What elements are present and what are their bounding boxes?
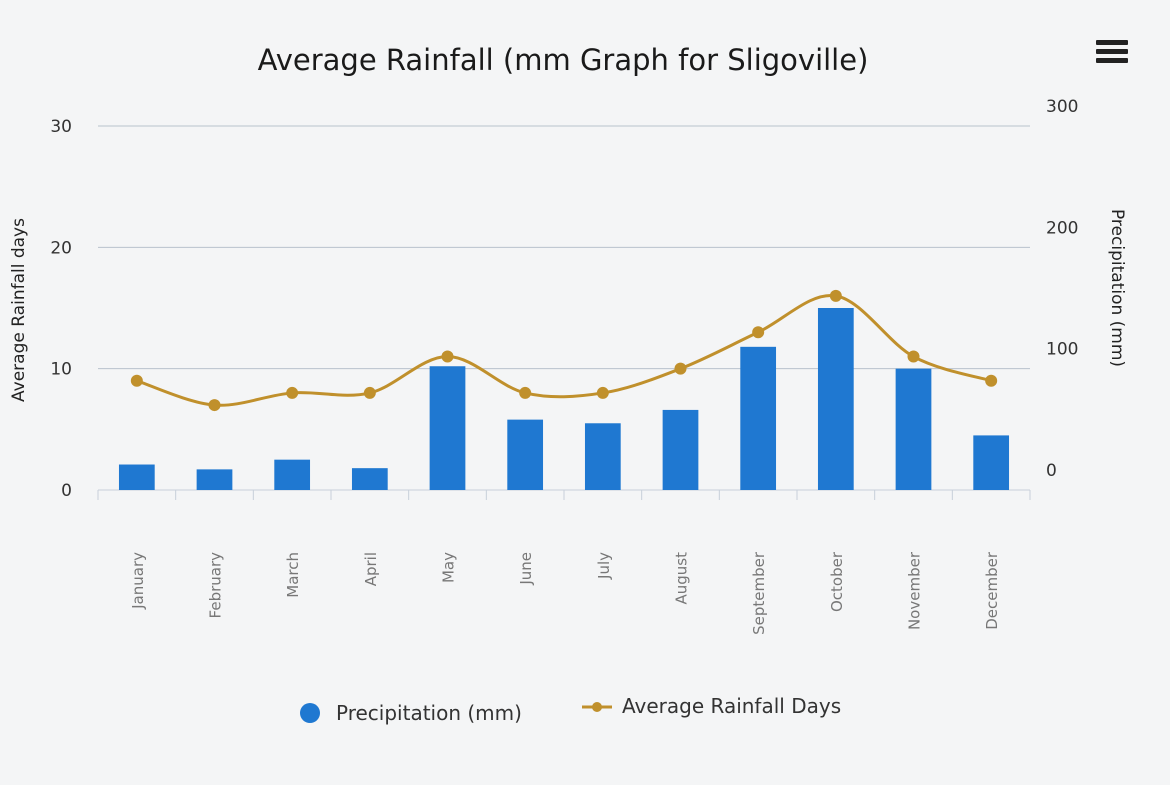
gridlines xyxy=(97,125,1031,500)
category-label: February xyxy=(207,552,225,619)
rainfall-days-path xyxy=(136,294,992,407)
bar-january[interactable] xyxy=(118,464,155,490)
right-tick-label: 200 xyxy=(1046,218,1078,238)
category-label: December xyxy=(983,551,1001,630)
bar-november[interactable] xyxy=(895,368,932,490)
point-april[interactable] xyxy=(363,386,376,399)
rainfall-days-line xyxy=(130,289,998,412)
legend: Precipitation (mm) Average Rainfall Days xyxy=(300,694,841,725)
category-label: October xyxy=(828,551,846,612)
hamburger-menu-icon xyxy=(1096,40,1128,63)
left-tick-label: 20 xyxy=(50,238,72,258)
bar-may[interactable] xyxy=(429,366,466,490)
category-label: August xyxy=(673,552,691,605)
right-tick-label: 100 xyxy=(1046,340,1078,360)
legend-rainfall-days-label: Average Rainfall Days xyxy=(622,694,841,718)
category-label: March xyxy=(284,552,302,598)
bar-september[interactable] xyxy=(740,346,777,490)
bar-march[interactable] xyxy=(274,459,311,490)
legend-precipitation-label: Precipitation (mm) xyxy=(336,701,522,725)
point-september[interactable] xyxy=(752,326,765,339)
precipitation-bars xyxy=(118,308,1010,490)
bar-october[interactable] xyxy=(817,308,854,490)
right-axis-ticks: 0 100 200 300 xyxy=(1046,97,1078,481)
bar-august[interactable] xyxy=(662,409,699,490)
bar-april[interactable] xyxy=(351,468,388,490)
left-axis-ticks: 0 10 20 30 xyxy=(50,117,72,501)
left-tick-label: 0 xyxy=(61,481,72,501)
x-axis-labels: January February March April May June July Augu… xyxy=(129,551,1001,635)
point-february[interactable] xyxy=(208,399,221,412)
legend-rainfall-days-dot xyxy=(592,702,602,712)
legend-precipitation-swatch xyxy=(300,703,320,723)
right-tick-label: 0 xyxy=(1046,461,1057,481)
bar-july[interactable] xyxy=(584,423,621,490)
left-axis-title: Average Rainfall days xyxy=(9,218,29,402)
point-may[interactable] xyxy=(441,350,454,363)
bar-december[interactable] xyxy=(973,435,1010,490)
point-january[interactable] xyxy=(130,374,143,387)
point-november[interactable] xyxy=(907,350,920,363)
left-tick-label: 30 xyxy=(50,117,72,137)
menu-button[interactable] xyxy=(1090,36,1134,68)
category-label: January xyxy=(129,552,147,610)
point-march[interactable] xyxy=(286,386,299,399)
right-axis-title: Precipitation (mm) xyxy=(1107,209,1127,367)
legend-item-rainfall-days[interactable]: Average Rainfall Days xyxy=(582,694,841,718)
point-december[interactable] xyxy=(985,374,998,387)
bar-february[interactable] xyxy=(196,469,233,490)
legend-item-precipitation[interactable]: Precipitation (mm) xyxy=(300,701,522,725)
category-label: June xyxy=(517,552,535,586)
right-tick-label: 300 xyxy=(1046,97,1078,117)
point-august[interactable] xyxy=(674,362,687,375)
left-tick-label: 10 xyxy=(50,360,72,380)
category-label: July xyxy=(595,552,613,580)
point-july[interactable] xyxy=(596,386,609,399)
chart-title: Average Rainfall (mm Graph for Sligovill… xyxy=(258,43,869,77)
category-label: April xyxy=(362,552,380,586)
point-october[interactable] xyxy=(829,289,842,302)
category-label: November xyxy=(906,551,924,630)
point-june[interactable] xyxy=(519,386,532,399)
bar-june[interactable] xyxy=(507,419,544,490)
category-label: May xyxy=(440,552,458,583)
category-label: September xyxy=(750,551,768,635)
